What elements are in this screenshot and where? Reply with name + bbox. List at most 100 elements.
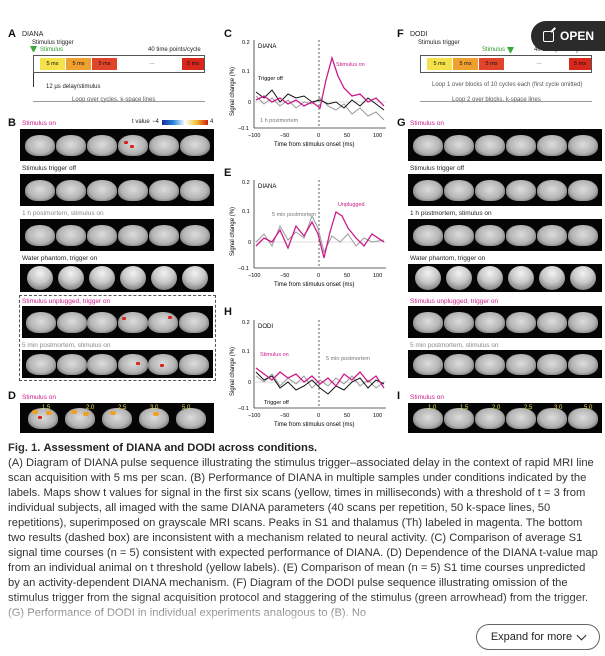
svg-text:100: 100 — [373, 133, 382, 139]
figure-caption: Fig. 1. Assessment of DIANA and DODI acr… — [8, 441, 600, 621]
brain-strip — [22, 306, 213, 338]
panel-f-name: DODI — [410, 31, 428, 38]
panel-g-row-label: Stimulus unplugged, trigger on — [410, 298, 499, 305]
panel-g-label: G — [397, 117, 406, 129]
svg-text:−100: −100 — [248, 413, 260, 419]
svg-text:0.2: 0.2 — [242, 180, 250, 186]
svg-text:−50: −50 — [280, 273, 289, 279]
seq-segment: 5 ms — [453, 58, 478, 70]
expand-button[interactable]: Expand for more — [476, 624, 600, 650]
panel-b-label: B — [8, 117, 16, 129]
seq-segment: 5 ms — [66, 58, 91, 70]
panel-f-label: F — [397, 28, 404, 40]
svg-text:100: 100 — [373, 413, 382, 419]
external-link-icon — [543, 30, 554, 42]
threshold-label: 1.0 — [428, 405, 437, 411]
dashed-box — [19, 295, 216, 381]
svg-text:50: 50 — [344, 273, 350, 279]
stimulus-arrow-icon — [507, 47, 514, 53]
svg-text:0: 0 — [317, 413, 320, 419]
panel-f-loop2: Loop 2 over blocks, k-space lines — [452, 97, 541, 103]
expand-button-label: Expand for more — [490, 631, 573, 643]
svg-text:Trigger off: Trigger off — [258, 76, 283, 82]
panel-f-trigger: Stimulus trigger — [418, 40, 460, 46]
svg-text:−100: −100 — [248, 273, 260, 279]
brain-strip — [20, 219, 214, 251]
threshold-label: 2.0 — [492, 405, 501, 411]
stimulus-arrow-icon — [30, 46, 37, 52]
brain-slice — [179, 134, 210, 156]
panel-f-stim: Stimulus — [482, 47, 506, 53]
svg-text:−0.1: −0.1 — [238, 406, 249, 412]
svg-text:0: 0 — [317, 273, 320, 279]
panel-f-sequence: 5 ms 5 ms 5 ms ··· 5 ms — [420, 55, 592, 73]
brain-strip — [408, 219, 602, 251]
brain-slice — [86, 134, 117, 156]
svg-text:Time from stimulus onset (ms): Time from stimulus onset (ms) — [274, 282, 354, 288]
panel-a-delay: 12 µs delay/stimulus — [46, 84, 101, 90]
open-figure-button[interactable]: OPEN — [531, 21, 605, 51]
svg-text:0: 0 — [248, 240, 251, 246]
brain-slice — [24, 134, 55, 156]
svg-text:100: 100 — [373, 273, 382, 279]
svg-text:−50: −50 — [280, 133, 289, 139]
threshold-label: 3.0 — [150, 405, 159, 411]
panel-a-trigger: Stimulus trigger — [32, 40, 74, 46]
phantom-strip — [20, 264, 214, 292]
panel-d-title: Stimulus on — [22, 394, 56, 401]
threshold-label: 1.5 — [42, 405, 51, 411]
panel-b-row-label: 1 h postmortem, stimulus on — [22, 210, 104, 217]
svg-text:0.1: 0.1 — [242, 209, 250, 215]
svg-text:0: 0 — [248, 100, 251, 106]
panel-b-row-label: Stimulus unplugged, trigger on — [22, 298, 111, 305]
brain-strip — [408, 174, 602, 206]
svg-text:DODI: DODI — [258, 324, 273, 330]
svg-text:Time from stimulus onset (ms): Time from stimulus onset (ms) — [274, 422, 354, 428]
panel-a-label: A — [8, 28, 16, 40]
seq-segment: 5 ms — [427, 58, 452, 70]
brain-strip — [408, 403, 602, 433]
brain-slice — [55, 134, 86, 156]
svg-text:Trigger off: Trigger off — [264, 400, 289, 406]
colorbar — [162, 120, 208, 125]
svg-text:0: 0 — [317, 133, 320, 139]
threshold-label: 3.0 — [554, 405, 563, 411]
panel-b-title: Stimulus on — [22, 120, 56, 127]
svg-text:Signal change (%): Signal change (%) — [230, 207, 236, 256]
svg-text:Stimulus on: Stimulus on — [336, 62, 365, 68]
panel-g-row-label: 5 min postmortem, stimulus on — [410, 342, 499, 349]
panel-g-row-label: Water phantom, trigger on — [410, 255, 486, 262]
svg-text:50: 50 — [344, 413, 350, 419]
panel-f-loop1: Loop 1 over blocks of 10 cycles each (fi… — [432, 82, 583, 88]
svg-text:−100: −100 — [248, 133, 260, 139]
seq-segment: 5 ms — [569, 58, 591, 70]
svg-text:5 min postmortem: 5 min postmortem — [272, 212, 316, 218]
tvalue-min: −4 — [152, 119, 159, 125]
panel-d-label: D — [8, 390, 16, 402]
svg-text:Stimulus on: Stimulus on — [260, 352, 289, 358]
tvalue-label: t value — [132, 119, 150, 125]
threshold-label: 5.0 — [182, 405, 191, 411]
figure-label: Fig. 1. — [8, 442, 41, 454]
figure-image: A DIANA Stimulus trigger Stimulus 40 tim… — [8, 28, 602, 433]
panel-a-name: DIANA — [22, 31, 44, 38]
svg-text:−50: −50 — [280, 413, 289, 419]
svg-text:0.1: 0.1 — [242, 349, 250, 355]
brain-strip — [20, 129, 214, 161]
svg-text:−0.1: −0.1 — [238, 266, 249, 272]
brain-strip — [20, 174, 214, 206]
panel-a-loop: Loop over cycles, k-space lines — [72, 97, 156, 103]
panel-i-title: Stimulus on — [410, 394, 444, 401]
panel-e-chart: DIANA Unplugged 5 min postmortem 0.2 0.1… — [230, 180, 386, 288]
svg-text:50: 50 — [344, 133, 350, 139]
panel-a-sequence: 5 ms 5 ms 5 ms ··· 5 ms — [33, 55, 205, 73]
panel-c-chart: DIANA Trigger off Stimulus on 1 h postmo… — [230, 40, 386, 148]
brain-strip — [408, 306, 602, 338]
panel-g-title: Stimulus on — [410, 120, 444, 127]
svg-text:Unplugged: Unplugged — [338, 202, 365, 208]
panel-e-label: E — [224, 167, 232, 179]
panel-b-row-label: 5 min postmortem, stimulus on — [22, 342, 111, 349]
brain-slice — [148, 134, 179, 156]
panel-c-label: C — [224, 28, 232, 40]
seq-segment: 5 ms — [92, 58, 117, 70]
